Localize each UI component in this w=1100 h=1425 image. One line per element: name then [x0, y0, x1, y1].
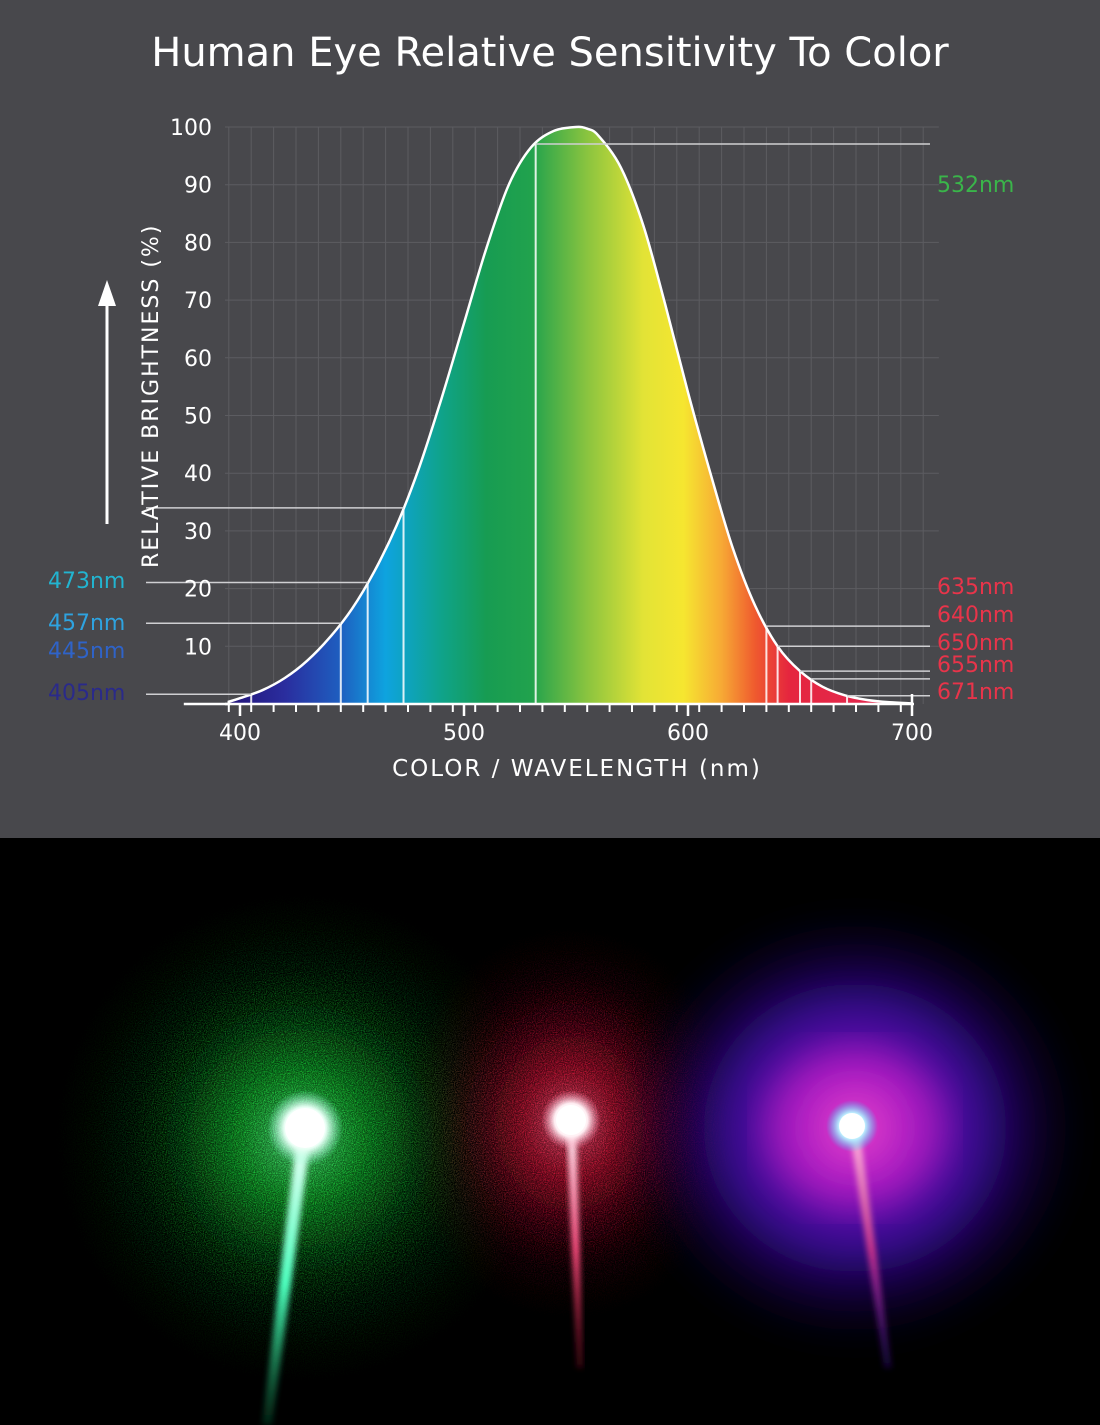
marker-label: 405nm: [48, 681, 125, 706]
marker-label: 635nm: [937, 575, 1014, 600]
marker-405nm: 405nm: [48, 681, 253, 706]
marker-label: 473nm: [48, 569, 125, 594]
y-tick-label: 20: [184, 578, 212, 603]
y-tick-label: 90: [184, 174, 212, 199]
x-tick-label: 400: [219, 721, 261, 746]
marker-label: 445nm: [48, 639, 125, 664]
arrow-up-icon: [98, 280, 116, 306]
marker-655nm: 655nm: [810, 653, 1014, 704]
marker-457nm: 457nm: [48, 581, 369, 704]
marker-473nm: 473nm: [48, 507, 405, 704]
chart-panel: Human Eye Relative Sensitivity To Color …: [0, 0, 1100, 838]
y-tick-label: 10: [184, 635, 212, 660]
x-tick-label: 700: [891, 721, 933, 746]
marker-label: 457nm: [48, 611, 125, 636]
marker-650nm: 650nm: [799, 631, 1014, 704]
y-axis-label-group: RELATIVE BRIGHTNESS (%): [98, 224, 164, 568]
marker-label: 640nm: [937, 603, 1014, 628]
y-tick-label: 30: [184, 520, 212, 545]
sensitivity-chart: Human Eye Relative Sensitivity To Color …: [48, 30, 1014, 782]
laser-spots-photo: [0, 838, 1100, 1425]
y-axis-label: RELATIVE BRIGHTNESS (%): [139, 224, 164, 568]
violet-beam: [850, 1133, 892, 1368]
chart-title: Human Eye Relative Sensitivity To Color: [151, 30, 949, 76]
y-tick-label: 80: [184, 231, 212, 256]
marker-532nm: 532nm: [534, 143, 1014, 704]
red-beam: [567, 1128, 583, 1368]
y-tick-label: 40: [184, 462, 212, 487]
y-tick-label: 100: [170, 116, 212, 141]
marker-640nm: 640nm: [776, 603, 1014, 704]
marker-label: 655nm: [937, 653, 1014, 678]
marker-445nm: 445nm: [48, 622, 342, 704]
sensitivity-curve-group: [183, 125, 913, 706]
sensitivity-curve: [183, 125, 913, 706]
green-beam: [262, 1143, 310, 1425]
marker-label: 671nm: [937, 680, 1014, 705]
marker-671nm: 671nm: [846, 680, 1014, 705]
y-tick-label: 50: [184, 405, 212, 430]
x-tick-label: 500: [443, 721, 485, 746]
x-tick-label: 600: [667, 721, 709, 746]
violet-laser-spot: [625, 908, 1085, 1368]
y-tick-label: 60: [184, 347, 212, 372]
marker-635nm: 635nm: [765, 575, 1014, 704]
y-tick-label: 70: [184, 289, 212, 314]
laser-spots-image: [0, 838, 1100, 1425]
wavelength-markers: 405nm 445nm 457nm 473nm 532nm 635nm 640nm 650nm…: [48, 143, 1014, 706]
chart-axes: 400 500 600 700 100 90 80 70 60 50 40 30 20 10: [170, 116, 933, 746]
marker-label: 532nm: [937, 173, 1014, 198]
x-axis-label: COLOR / WAVELENGTH (nm): [392, 756, 762, 782]
spectrum-area: [228, 126, 913, 705]
marker-label: 650nm: [937, 631, 1014, 656]
